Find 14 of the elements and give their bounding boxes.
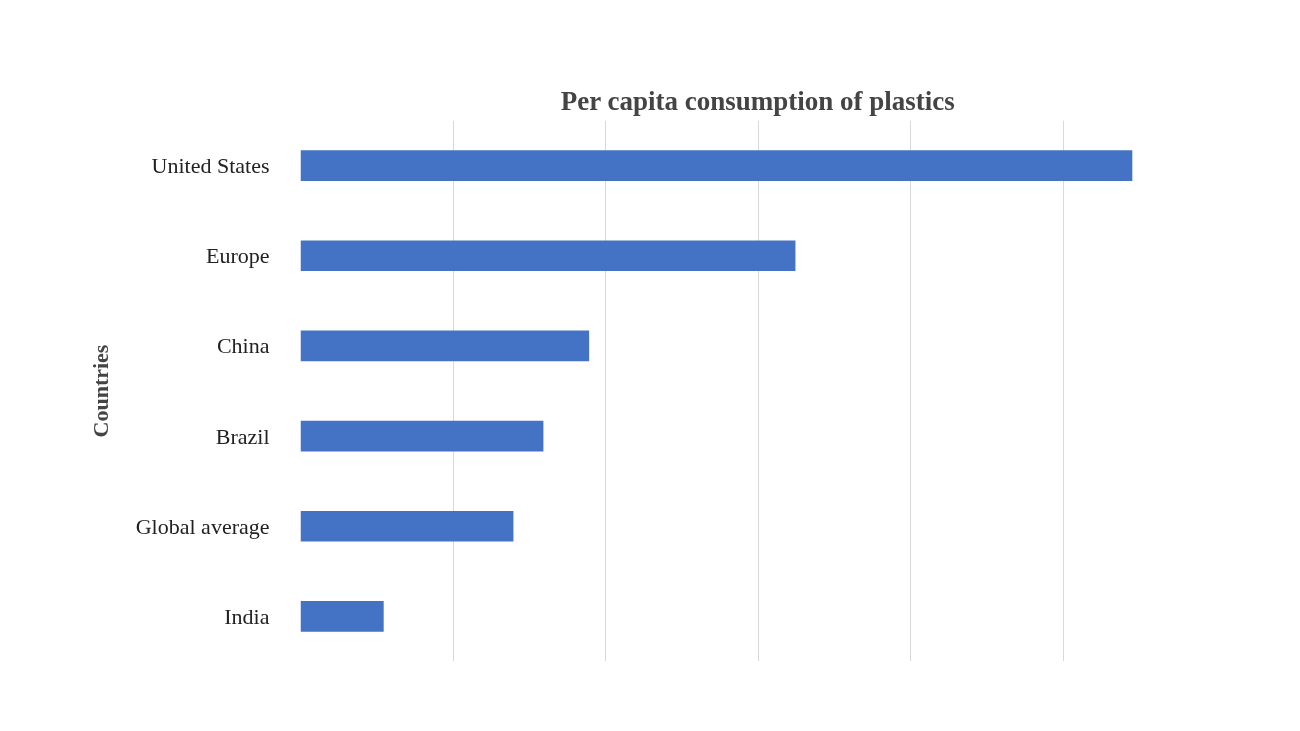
bar: [300, 330, 590, 362]
bar: [300, 240, 796, 272]
bar: [300, 601, 384, 632]
y-axis-title: Countries: [87, 344, 113, 438]
bar: [300, 420, 544, 452]
y-tick-label: Brazil: [215, 423, 270, 449]
chart-title: Per capita consumption of plastics: [560, 85, 955, 116]
y-tick-label: Global average: [135, 513, 270, 539]
y-tick-label: United States: [151, 153, 270, 179]
y-tick-label: China: [216, 333, 270, 359]
bar: [300, 150, 1133, 181]
y-tick-label: Europe: [205, 243, 270, 269]
y-tick-label: India: [224, 603, 270, 629]
bar: [300, 510, 514, 542]
